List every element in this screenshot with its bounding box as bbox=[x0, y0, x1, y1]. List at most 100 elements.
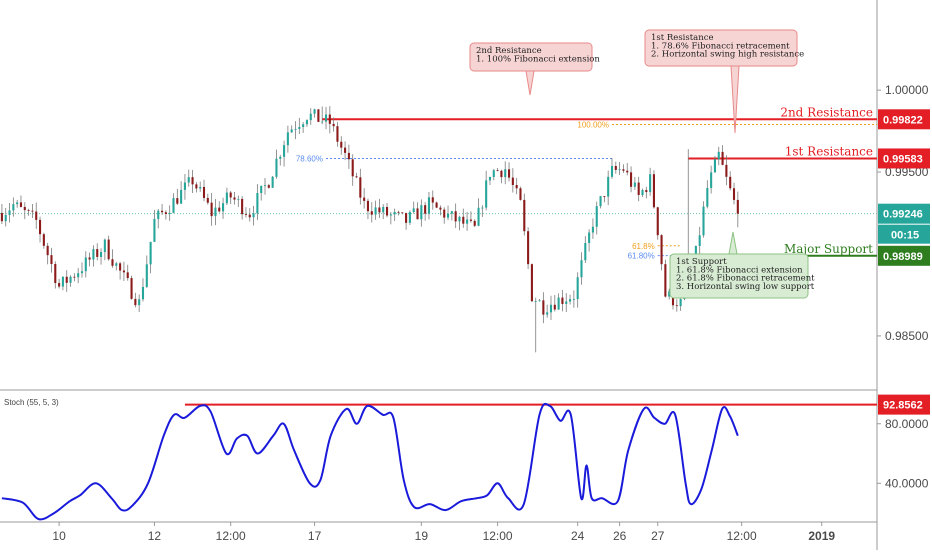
candle-body bbox=[153, 218, 156, 242]
callout-line: 1. 100% Fibonacci extension bbox=[476, 54, 600, 64]
time-tick-label: 27 bbox=[651, 529, 665, 543]
candle-body bbox=[515, 185, 518, 189]
time-tick-label: 26 bbox=[613, 529, 627, 543]
candle-body bbox=[469, 219, 472, 221]
candle-body bbox=[527, 231, 530, 265]
candle-body bbox=[111, 259, 114, 266]
candle-body bbox=[626, 170, 629, 173]
candle-body bbox=[130, 278, 133, 299]
resistance1-name: 1st Resistance bbox=[785, 144, 873, 158]
candle-body bbox=[485, 180, 488, 208]
candle-body bbox=[366, 200, 370, 212]
candle-body bbox=[378, 207, 381, 213]
candle-body bbox=[595, 206, 598, 227]
candle-body bbox=[241, 198, 244, 215]
candle-body bbox=[706, 187, 709, 207]
candle-body bbox=[222, 203, 225, 212]
candle-body bbox=[283, 145, 286, 157]
time-tick-label: 2019 bbox=[808, 529, 835, 543]
indicator-tick-label: 80.0000 bbox=[885, 417, 929, 431]
candle-body bbox=[542, 300, 545, 315]
callout-line: 3. Horizontal swing low support bbox=[676, 282, 815, 292]
candle-body bbox=[0, 213, 3, 222]
candle-body bbox=[431, 197, 434, 203]
candle-body bbox=[164, 212, 167, 215]
candle-body bbox=[145, 264, 148, 287]
candle-body bbox=[363, 197, 366, 201]
candle-body bbox=[565, 301, 568, 304]
candle-body bbox=[481, 207, 484, 209]
candle-body bbox=[424, 205, 427, 214]
candle-body bbox=[511, 177, 514, 186]
resistance2-name: 2nd Resistance bbox=[780, 105, 873, 119]
candle-body bbox=[702, 206, 705, 236]
candle-body bbox=[279, 156, 282, 159]
indicator-title: Stoch (55, 5, 3) bbox=[4, 398, 59, 407]
candle-body bbox=[69, 276, 72, 283]
candle-body bbox=[458, 216, 461, 222]
candle-body bbox=[359, 177, 362, 198]
candle-body bbox=[305, 120, 308, 125]
candle-body bbox=[119, 263, 122, 271]
candle-body bbox=[256, 193, 259, 214]
candle-body bbox=[233, 197, 236, 200]
candle-body bbox=[199, 186, 202, 189]
candle-body bbox=[553, 304, 556, 310]
time-tick-label: 12:00 bbox=[727, 529, 757, 543]
candle-body bbox=[50, 255, 53, 264]
candle-body bbox=[401, 212, 404, 214]
candle-body bbox=[176, 198, 179, 204]
candle-body bbox=[576, 277, 579, 300]
candle-body bbox=[180, 189, 183, 204]
candle-body bbox=[427, 197, 431, 214]
candle-body bbox=[271, 176, 274, 188]
candle-body bbox=[416, 208, 419, 220]
candle-body bbox=[561, 297, 564, 304]
candle-body bbox=[523, 199, 526, 232]
candle-body bbox=[42, 234, 45, 246]
fib-level-label: 78.60% bbox=[296, 154, 323, 163]
candle-body bbox=[450, 211, 453, 214]
candle-body bbox=[138, 299, 141, 306]
candle-body bbox=[77, 273, 80, 278]
candle-body bbox=[38, 219, 42, 235]
indicator-level-tag bbox=[878, 394, 930, 415]
candle-body bbox=[477, 207, 480, 226]
candle-body bbox=[23, 206, 26, 211]
candle-body bbox=[385, 206, 389, 216]
callout-line: 1. 78.6% Fibonacci retracement bbox=[651, 41, 790, 51]
indicator-level-label: 92.8562 bbox=[883, 400, 923, 412]
candle-body bbox=[660, 235, 663, 265]
candle-body bbox=[332, 123, 335, 127]
candle-body bbox=[412, 208, 415, 213]
candle-body bbox=[12, 204, 15, 211]
candle-body bbox=[729, 176, 732, 189]
candle-body bbox=[61, 276, 64, 287]
time-tick-label: 19 bbox=[415, 529, 429, 543]
candle-body bbox=[321, 121, 324, 123]
candle-body bbox=[88, 257, 91, 260]
candle-body bbox=[225, 192, 228, 204]
candle-body bbox=[214, 207, 217, 217]
candle-body bbox=[389, 214, 392, 216]
candle-body bbox=[675, 305, 678, 307]
candle-body bbox=[286, 132, 289, 146]
candle-body bbox=[633, 182, 636, 187]
candle-body bbox=[504, 169, 507, 178]
candle-body bbox=[496, 170, 499, 172]
time-tick-label: 24 bbox=[571, 529, 585, 543]
candle-body bbox=[656, 207, 659, 236]
candle-body bbox=[31, 210, 34, 212]
callout-line: 1. 61.8% Fibonacci extension bbox=[676, 265, 803, 275]
callout-box bbox=[469, 42, 593, 72]
callout-box bbox=[644, 29, 798, 67]
candle-body bbox=[229, 192, 232, 198]
candle-body bbox=[649, 174, 652, 193]
candle-body bbox=[736, 199, 739, 214]
candle-body bbox=[408, 212, 411, 223]
callout-line: 2. 61.8% Fibonacci retracement bbox=[676, 274, 815, 284]
candle-body bbox=[645, 190, 648, 193]
